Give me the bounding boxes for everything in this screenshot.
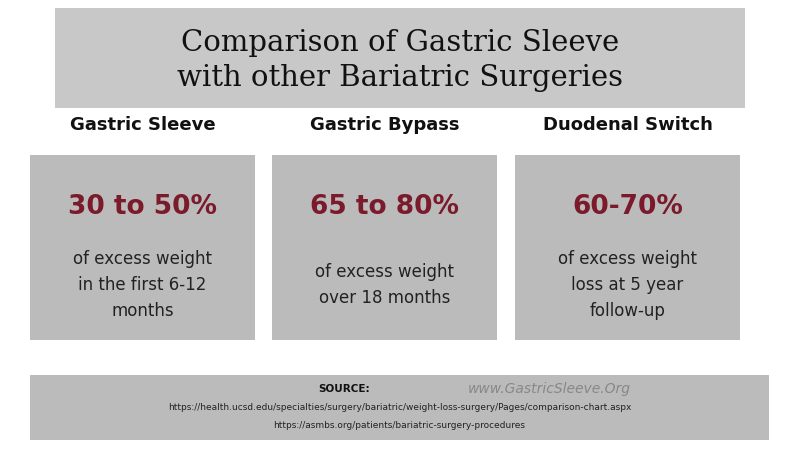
Text: Comparison of Gastric Sleeve: Comparison of Gastric Sleeve	[181, 29, 619, 57]
Text: of excess weight
over 18 months: of excess weight over 18 months	[315, 263, 454, 307]
FancyBboxPatch shape	[55, 8, 745, 108]
Text: www.GastricSleeve.Org: www.GastricSleeve.Org	[468, 382, 631, 396]
Text: Gastric Bypass: Gastric Bypass	[310, 116, 459, 134]
Text: of excess weight
loss at 5 year
follow-up: of excess weight loss at 5 year follow-u…	[558, 250, 697, 320]
Text: with other Bariatric Surgeries: with other Bariatric Surgeries	[177, 64, 623, 92]
Text: SOURCE:: SOURCE:	[319, 384, 370, 394]
Text: Gastric Sleeve: Gastric Sleeve	[70, 116, 215, 134]
FancyBboxPatch shape	[30, 375, 769, 440]
FancyBboxPatch shape	[515, 155, 740, 340]
Text: https://asmbs.org/patients/bariatric-surgery-procedures: https://asmbs.org/patients/bariatric-sur…	[273, 420, 526, 429]
FancyBboxPatch shape	[272, 155, 497, 340]
Text: 60-70%: 60-70%	[572, 194, 683, 220]
Text: 65 to 80%: 65 to 80%	[310, 194, 459, 220]
Text: of excess weight
in the first 6-12
months: of excess weight in the first 6-12 month…	[73, 250, 212, 320]
Text: https://health.ucsd.edu/specialties/surgery/bariatric/weight-loss-surgery/Pages/: https://health.ucsd.edu/specialties/surg…	[168, 404, 631, 413]
Text: 30 to 50%: 30 to 50%	[68, 194, 217, 220]
FancyBboxPatch shape	[30, 155, 255, 340]
Text: Duodenal Switch: Duodenal Switch	[543, 116, 713, 134]
